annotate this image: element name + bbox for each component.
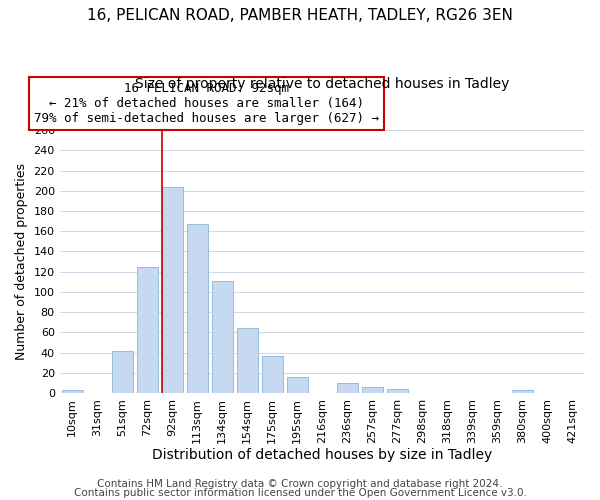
Text: 16, PELICAN ROAD, PAMBER HEATH, TADLEY, RG26 3EN: 16, PELICAN ROAD, PAMBER HEATH, TADLEY, …	[87, 8, 513, 22]
Bar	[212, 281, 233, 393]
Bar	[287, 377, 308, 393]
Title: Size of property relative to detached houses in Tadley: Size of property relative to detached ho…	[135, 78, 509, 92]
Text: 16 PELICAN ROAD: 92sqm
← 21% of detached houses are smaller (164)
79% of semi-de: 16 PELICAN ROAD: 92sqm ← 21% of detached…	[34, 82, 379, 125]
Text: Contains public sector information licensed under the Open Government Licence v3: Contains public sector information licen…	[74, 488, 526, 498]
Bar	[362, 387, 383, 393]
Bar	[161, 187, 183, 393]
Bar	[262, 356, 283, 393]
Bar	[112, 350, 133, 393]
Bar	[337, 383, 358, 393]
X-axis label: Distribution of detached houses by size in Tadley: Distribution of detached houses by size …	[152, 448, 493, 462]
Bar	[137, 266, 158, 393]
Y-axis label: Number of detached properties: Number of detached properties	[15, 163, 28, 360]
Bar	[387, 389, 408, 393]
Bar	[187, 224, 208, 393]
Bar	[512, 390, 533, 393]
Text: Contains HM Land Registry data © Crown copyright and database right 2024.: Contains HM Land Registry data © Crown c…	[97, 479, 503, 489]
Bar	[62, 390, 83, 393]
Bar	[236, 328, 258, 393]
